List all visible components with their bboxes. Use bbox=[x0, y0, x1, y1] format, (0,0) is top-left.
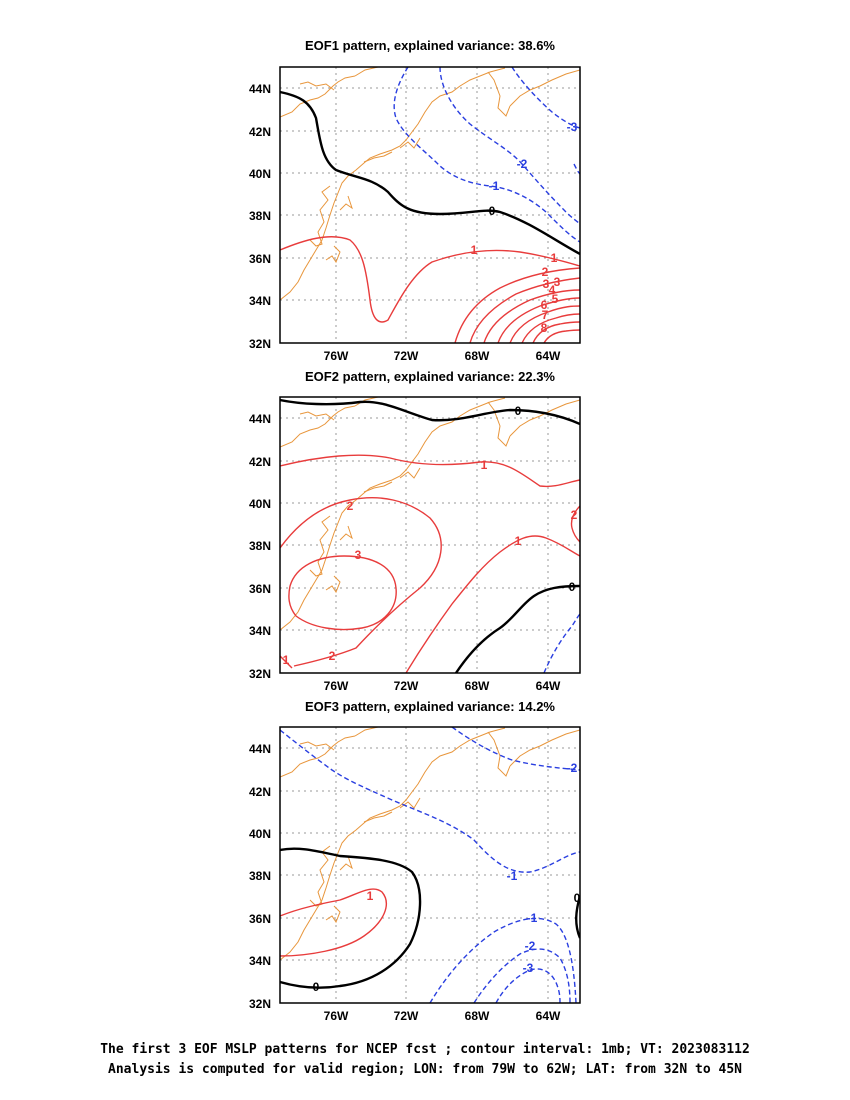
contours-eof1 bbox=[280, 67, 580, 343]
contour-label: -3 bbox=[567, 120, 578, 134]
contour-label: 1 bbox=[367, 889, 374, 903]
lat-tick-label: 34N bbox=[249, 954, 271, 968]
lat-tick-label: 40N bbox=[249, 827, 271, 841]
coastline-eof3 bbox=[280, 727, 580, 961]
lat-tick-label: 34N bbox=[249, 294, 271, 308]
lat-tick-label: 44N bbox=[249, 82, 271, 96]
lat-tick-label: 36N bbox=[249, 912, 271, 926]
coastline-eof2 bbox=[280, 397, 580, 631]
contour-label: -3 bbox=[523, 961, 534, 975]
contour-labels-eof2: 0 0 1 1 2 2 2 3 1 bbox=[283, 404, 578, 667]
lat-tick-label: 38N bbox=[249, 869, 271, 883]
lat-tick-label: 44N bbox=[249, 742, 271, 756]
gridlines-eof2 bbox=[280, 397, 580, 673]
panel-title-eof1: EOF1 pattern, explained variance: 38.6% bbox=[305, 38, 555, 53]
contour-label: -1 bbox=[489, 179, 500, 193]
figure-caption: The first 3 EOF MSLP patterns for NCEP f… bbox=[0, 1040, 850, 1080]
contour-label: 2 bbox=[571, 508, 578, 522]
lon-tick-label: 68W bbox=[465, 679, 490, 693]
lat-tick-label: 38N bbox=[249, 209, 271, 223]
map-frame-eof3 bbox=[279, 726, 581, 1004]
contour-label: 2 bbox=[542, 265, 549, 279]
contour-label: 1 bbox=[471, 243, 478, 257]
contour-label: 0 bbox=[489, 204, 496, 218]
contour-label: 8 bbox=[541, 321, 548, 335]
panel-eof1: EOF1 pattern, explained variance: 38.6% bbox=[249, 38, 581, 363]
contour-label: -2 bbox=[525, 939, 536, 953]
lat-tick-label: 36N bbox=[249, 252, 271, 266]
lat-tick-label: 34N bbox=[249, 624, 271, 638]
contours-eof3 bbox=[280, 727, 580, 1003]
contour-label: 0 bbox=[313, 980, 320, 994]
contour-label: 6 bbox=[541, 298, 548, 312]
lon-ticks-eof3: 76W 72W 68W 64W bbox=[324, 1009, 561, 1023]
caption-line-1: The first 3 EOF MSLP patterns for NCEP f… bbox=[100, 1042, 750, 1057]
contour-label: 2 bbox=[347, 499, 354, 513]
contour-label: 0 bbox=[569, 580, 576, 594]
gridlines-eof3 bbox=[280, 727, 580, 1003]
lon-tick-label: 76W bbox=[324, 1009, 349, 1023]
caption-line-2: Analysis is computed for valid region; L… bbox=[108, 1062, 742, 1077]
lat-tick-label: 40N bbox=[249, 167, 271, 181]
contour-label: 1 bbox=[283, 653, 290, 667]
contour-label: 7 bbox=[542, 308, 549, 322]
contour-label: 1 bbox=[481, 458, 488, 472]
contour-label: 1 bbox=[515, 534, 522, 548]
lon-ticks-eof1: 76W 72W 68W 64W bbox=[324, 349, 561, 363]
contour-label: 3 bbox=[543, 277, 550, 291]
lat-tick-label: 44N bbox=[249, 412, 271, 426]
gridlines-eof1 bbox=[280, 67, 580, 343]
lon-tick-label: 64W bbox=[536, 679, 561, 693]
lat-tick-label: 42N bbox=[249, 455, 271, 469]
contour-label: 3 bbox=[554, 275, 561, 289]
lat-tick-label: 32N bbox=[249, 667, 271, 681]
panel-eof3: EOF3 pattern, explained variance: 14.2% bbox=[249, 699, 581, 1023]
lon-tick-label: 76W bbox=[324, 349, 349, 363]
lon-tick-label: 64W bbox=[536, 1009, 561, 1023]
panel-title-eof2: EOF2 pattern, explained variance: 22.3% bbox=[305, 369, 555, 384]
map-frame-eof1 bbox=[279, 66, 581, 344]
coastline-eof1 bbox=[280, 67, 580, 301]
lon-tick-label: 72W bbox=[394, 349, 419, 363]
contour-label: 0 bbox=[515, 404, 522, 418]
contour-label: -2 bbox=[517, 157, 528, 171]
contour-label: 5 bbox=[552, 292, 559, 306]
contour-label: 4 bbox=[549, 283, 556, 297]
lat-tick-label: 36N bbox=[249, 582, 271, 596]
lat-ticks-eof3: 44N 42N 40N 38N 36N 34N 32N bbox=[249, 742, 271, 1011]
lat-tick-label: 42N bbox=[249, 785, 271, 799]
lat-ticks-eof2: 44N 42N 40N 38N 36N 34N 32N bbox=[249, 412, 271, 681]
lat-tick-label: 38N bbox=[249, 539, 271, 553]
lon-tick-label: 68W bbox=[465, 349, 490, 363]
lon-tick-label: 72W bbox=[394, 679, 419, 693]
contour-label: 3 bbox=[355, 548, 362, 562]
lon-ticks-eof2: 76W 72W 68W 64W bbox=[324, 679, 561, 693]
contour-label: 2 bbox=[329, 649, 336, 663]
contour-label: -1 bbox=[527, 911, 538, 925]
lon-tick-label: 68W bbox=[465, 1009, 490, 1023]
lat-tick-label: 32N bbox=[249, 997, 271, 1011]
contour-label: -2 bbox=[567, 761, 578, 775]
contour-label: 0 bbox=[574, 891, 581, 905]
lat-tick-label: 40N bbox=[249, 497, 271, 511]
eof-maps-figure: EOF1 pattern, explained variance: 38.6% bbox=[249, 38, 581, 1023]
contour-labels-eof1: 0 1 1 2 3 3 4 5 6 7 8 -1 -2 -3 bbox=[471, 120, 578, 335]
contour-labels-eof3: 0 0 1 -1 -1 -2 -3 -2 bbox=[313, 761, 581, 994]
panel-title-eof3: EOF3 pattern, explained variance: 14.2% bbox=[305, 699, 555, 714]
contour-label: -1 bbox=[507, 869, 518, 883]
contours-eof2 bbox=[280, 398, 580, 673]
lon-tick-label: 64W bbox=[536, 349, 561, 363]
map-frame-eof2 bbox=[279, 396, 581, 674]
lat-tick-label: 32N bbox=[249, 337, 271, 351]
lon-tick-label: 72W bbox=[394, 1009, 419, 1023]
contour-label: 1 bbox=[551, 251, 558, 265]
lat-tick-label: 42N bbox=[249, 125, 271, 139]
lat-ticks-eof1: 44N 42N 40N 38N 36N 34N 32N bbox=[249, 82, 271, 351]
panel-eof2: EOF2 pattern, explained variance: 22.3% bbox=[249, 369, 581, 693]
lon-tick-label: 76W bbox=[324, 679, 349, 693]
